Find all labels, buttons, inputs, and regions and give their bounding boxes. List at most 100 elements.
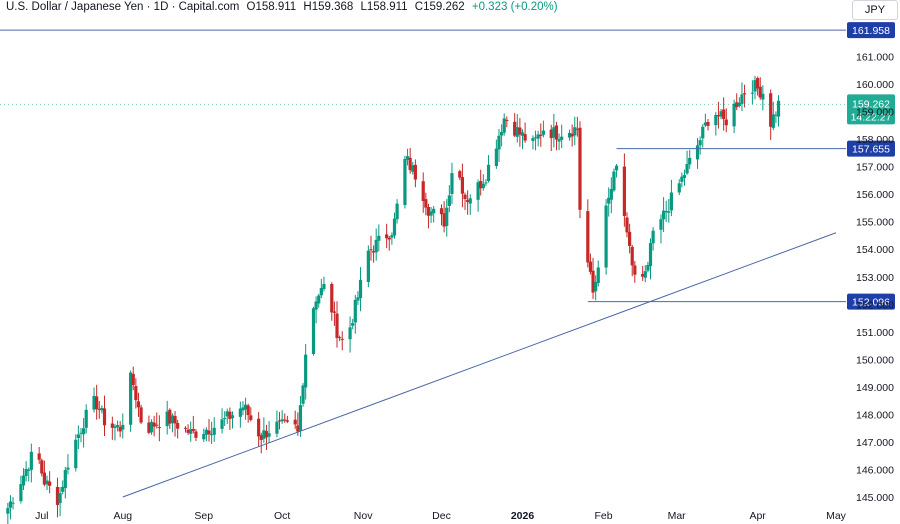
candle-body: [664, 210, 668, 213]
level-label: 157.655: [852, 144, 890, 156]
candle-body: [523, 134, 527, 141]
candle-body: [262, 430, 266, 439]
candle-body: [6, 508, 10, 514]
candle-body: [277, 420, 282, 422]
candle-body: [560, 136, 564, 140]
candle-body: [168, 409, 172, 424]
candle-body: [129, 372, 133, 425]
candle-body: [385, 234, 389, 239]
candle-body: [40, 460, 44, 474]
candle-body: [539, 134, 543, 136]
candle-body: [722, 109, 726, 120]
candle-body: [335, 313, 339, 338]
candle-body: [612, 171, 616, 191]
candle-body: [390, 235, 394, 238]
candle-body: [424, 199, 428, 208]
candle-body: [212, 427, 216, 435]
candle-body: [298, 405, 303, 431]
y-tick-label: 145.000: [856, 492, 894, 504]
candle-body: [332, 311, 336, 313]
y-tick-label: 146.000: [856, 464, 894, 476]
candle-body: [774, 114, 778, 116]
candle-body: [573, 127, 577, 136]
symbol-title: U.S. Dollar / Japanese Yen · 1D · Capita…: [6, 1, 240, 13]
y-tick-label: 148.000: [856, 409, 894, 421]
candle-body: [21, 475, 26, 486]
candle-body: [411, 165, 415, 172]
candle-body: [371, 251, 376, 253]
candle-body: [241, 407, 245, 411]
candle-body: [769, 93, 773, 127]
candle-body: [100, 407, 104, 411]
candle-body: [432, 208, 436, 214]
candle-body: [724, 119, 728, 126]
candle-body: [84, 409, 88, 428]
candle-body: [643, 271, 647, 278]
currency-button[interactable]: JPY: [852, 0, 898, 20]
candle-body: [552, 127, 556, 138]
candle-body: [742, 93, 747, 95]
candle-body: [42, 472, 47, 485]
candle-body: [191, 428, 195, 431]
candle-body: [586, 211, 590, 263]
candle-body: [95, 396, 99, 410]
candle-body: [695, 145, 700, 160]
candle-body: [118, 426, 122, 432]
candle-body: [484, 182, 488, 184]
candle-body: [152, 422, 156, 427]
candle-body: [351, 323, 355, 326]
candle-body: [578, 127, 582, 210]
candle-body: [317, 295, 321, 304]
candle-body: [102, 408, 107, 426]
candle-body: [121, 424, 125, 430]
candle-body: [296, 425, 300, 432]
candle-body: [257, 418, 261, 437]
countdown-label: 14:22:27: [851, 111, 892, 123]
candle-body: [591, 270, 595, 293]
candle-body: [633, 265, 637, 275]
candle-body: [58, 493, 62, 504]
candle-body: [596, 267, 600, 283]
candle-body: [502, 118, 506, 133]
y-tick-label: 160.000: [856, 79, 894, 91]
trendline: [122, 232, 837, 498]
price-axis: 145.000 146.000 147.000 148.000 149.000 150.0…: [856, 52, 894, 504]
candle-body: [505, 119, 509, 121]
candle-body: [176, 423, 180, 429]
level-label: 152.096: [852, 297, 890, 309]
candle-body: [304, 354, 308, 388]
candle-body: [476, 182, 480, 200]
candle-body: [557, 139, 561, 142]
candle-body: [314, 301, 318, 310]
candle-body: [719, 111, 723, 117]
candle-body: [149, 421, 154, 433]
candle-body: [753, 80, 757, 92]
candle-body: [594, 281, 598, 292]
candle-body: [429, 211, 433, 216]
candle-body: [716, 115, 721, 117]
candle-body: [202, 434, 206, 440]
candle-body: [554, 125, 559, 140]
candle-body: [421, 181, 425, 202]
candle-body: [408, 157, 412, 171]
candle-body: [750, 92, 754, 94]
candle-body: [567, 132, 572, 138]
candle-body: [442, 213, 446, 227]
candle-body: [374, 239, 378, 253]
candle-body: [301, 385, 305, 404]
x-tick-label: 2026: [511, 510, 535, 522]
candle-body: [541, 130, 545, 135]
candle-body: [377, 235, 381, 241]
candle-body: [481, 183, 485, 189]
candle-body: [285, 420, 289, 422]
candle-body: [682, 175, 687, 178]
candle-body: [426, 207, 431, 216]
close-value: C159.262: [414, 1, 465, 13]
candle-body: [706, 122, 710, 126]
level-label-bg: [847, 293, 895, 310]
candle-body: [27, 469, 31, 471]
candle-body: [37, 453, 41, 460]
x-tick-label: May: [826, 510, 847, 522]
candle-body: [74, 439, 78, 469]
